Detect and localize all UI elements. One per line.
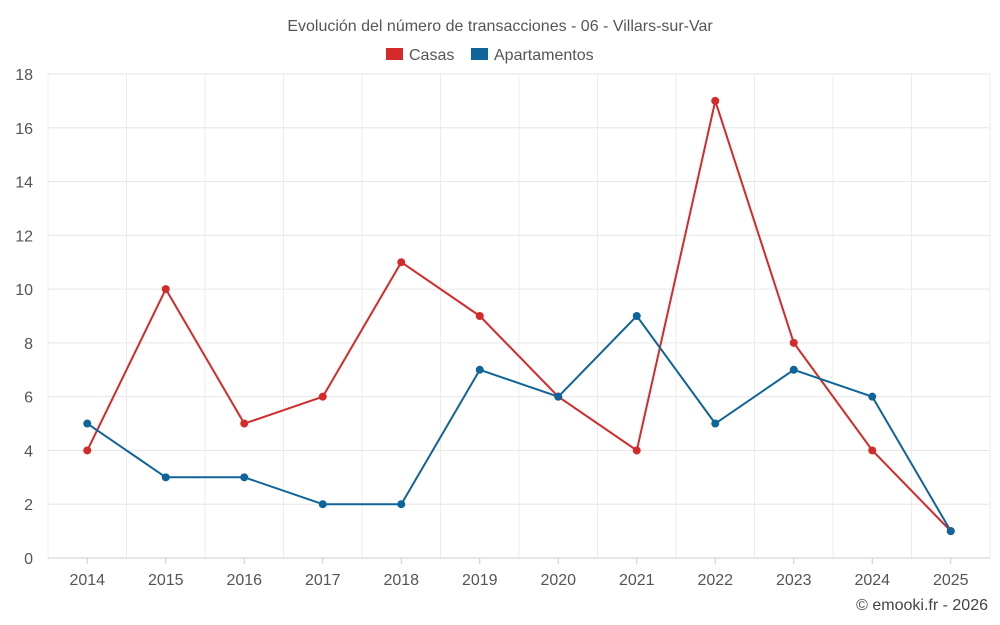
data-point-apartamentos-2020[interactable]: [554, 392, 563, 401]
y-tick-label: 12: [15, 228, 33, 245]
data-point-apartamentos-2014[interactable]: [83, 419, 92, 428]
data-point-apartamentos-2022[interactable]: [711, 419, 720, 428]
x-tick-label: 2023: [776, 572, 812, 589]
series-line-apartamentos: [86, 315, 952, 532]
x-tick-label: 2019: [462, 572, 498, 589]
series-line-casas: [86, 99, 952, 532]
data-point-apartamentos-2021[interactable]: [632, 312, 641, 320]
x-tick-label: 2020: [540, 572, 576, 589]
x-tick-label: 2015: [148, 572, 184, 589]
x-tick-label: 2021: [619, 572, 655, 589]
chart-title: Evolución del número de transacciones - …: [287, 18, 713, 35]
data-point-casas-2014[interactable]: [83, 446, 92, 455]
y-tick-label: 18: [15, 67, 33, 84]
data-point-apartamentos-2019[interactable]: [475, 365, 484, 374]
series-layer: [83, 96, 955, 536]
data-point-apartamentos-2017[interactable]: [318, 500, 327, 509]
credit-text: © emooki.fr - 2026: [856, 597, 988, 614]
y-tick-label: 6: [24, 390, 33, 407]
x-tick-label: 2025: [933, 572, 969, 589]
data-point-casas-2016[interactable]: [240, 419, 249, 428]
y-tick-label: 8: [24, 336, 33, 353]
data-point-apartamentos-2025[interactable]: [946, 527, 955, 536]
x-tick-label: 2016: [226, 572, 262, 589]
x-tick-label: 2018: [383, 572, 419, 589]
data-point-casas-2017[interactable]: [318, 392, 327, 401]
legend-swatch-apartamentos: [471, 48, 488, 60]
grid: [47, 73, 991, 558]
data-point-casas-2023[interactable]: [789, 338, 798, 347]
data-point-apartamentos-2024[interactable]: [868, 392, 877, 401]
x-axis: 2014 2015 2016 2017 2018 2019 2020 2021 2022 2023…: [48, 557, 990, 589]
legend-swatch-casas: [386, 48, 403, 60]
legend: Casas Apartamentos: [386, 47, 594, 64]
y-tick-label: 4: [24, 443, 33, 460]
data-point-casas-2018[interactable]: [397, 258, 406, 267]
x-tick-label: 2017: [305, 572, 341, 589]
data-point-casas-2021[interactable]: [632, 446, 641, 455]
data-point-apartamentos-2018[interactable]: [397, 500, 406, 509]
data-point-apartamentos-2015[interactable]: [161, 473, 170, 482]
data-point-casas-2015[interactable]: [161, 285, 170, 294]
legend-item-casas[interactable]: Casas: [386, 47, 454, 64]
data-point-casas-2024[interactable]: [868, 446, 877, 455]
legend-label-apartamentos: Apartamentos: [494, 47, 594, 64]
data-point-apartamentos-2023[interactable]: [789, 365, 798, 374]
y-tick-label: 0: [24, 551, 33, 568]
y-tick-label: 2: [24, 497, 33, 514]
data-point-casas-2019[interactable]: [475, 312, 484, 320]
y-tick-label: 10: [15, 282, 33, 299]
y-tick-label: 16: [15, 121, 33, 138]
x-tick-label: 2022: [697, 572, 733, 589]
legend-label-casas: Casas: [409, 47, 454, 64]
x-tick-label: 2024: [854, 572, 890, 589]
legend-item-apartamentos[interactable]: Apartamentos: [471, 47, 594, 64]
data-point-casas-2022[interactable]: [711, 96, 720, 105]
y-tick-label: 14: [15, 175, 33, 192]
data-point-apartamentos-2016[interactable]: [240, 473, 249, 482]
x-tick-label: 2014: [69, 572, 105, 589]
y-axis: 0 2 4 6 8 10 12 14 16 18: [15, 67, 33, 568]
